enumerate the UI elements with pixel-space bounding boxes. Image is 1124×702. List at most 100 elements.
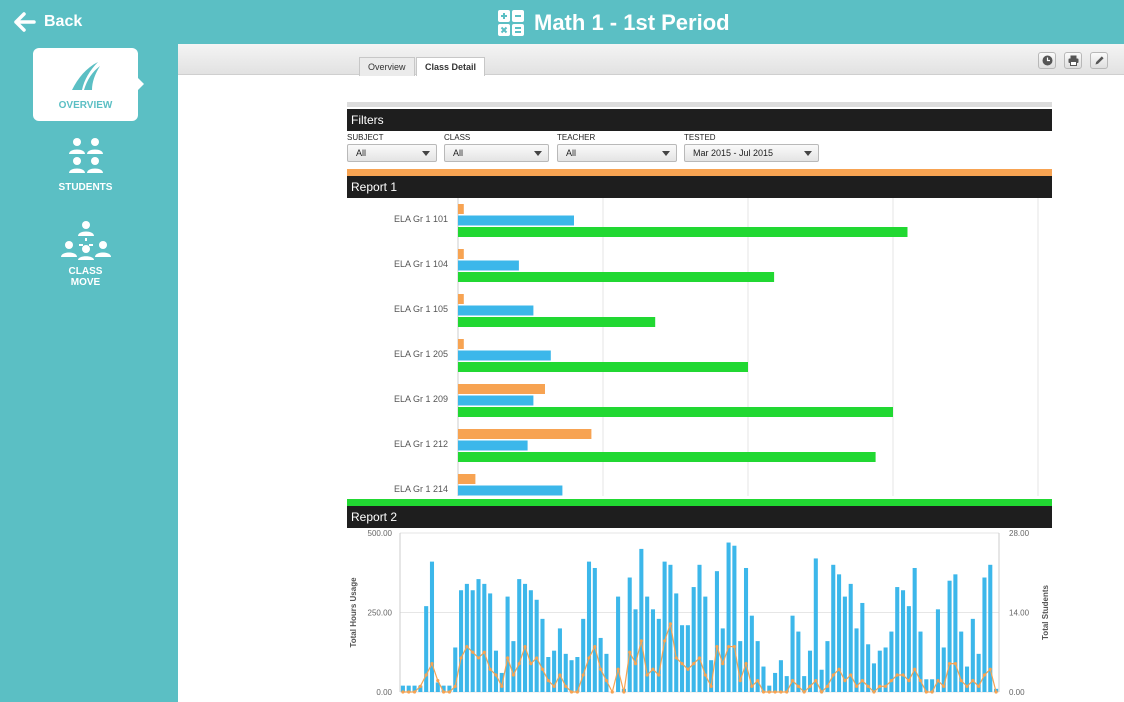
y2-tick-label: 0.00 [1009, 688, 1025, 697]
class-select[interactable]: All [444, 144, 549, 162]
bar [802, 676, 807, 692]
bar [522, 583, 528, 692]
tab-overview[interactable]: Overview [359, 57, 415, 76]
line-point [802, 690, 806, 694]
chevron-down-icon [662, 151, 670, 156]
bar [691, 587, 696, 692]
category-label: ELA Gr 1 214 [394, 484, 448, 494]
line-point [982, 673, 987, 677]
bar [848, 583, 853, 692]
bar [819, 669, 824, 692]
bar [831, 564, 836, 692]
tab-class-detail[interactable]: Class Detail [416, 57, 486, 76]
line-point [907, 679, 911, 683]
bar [540, 618, 545, 692]
bar [889, 631, 894, 692]
line-point [517, 662, 521, 666]
bar [825, 641, 830, 692]
bar [639, 548, 644, 692]
line-point [994, 690, 998, 694]
bar [703, 596, 708, 692]
line-point [849, 673, 853, 677]
bar [528, 590, 533, 692]
line-point [686, 667, 690, 671]
teacher-value: All [566, 148, 577, 158]
bar [970, 618, 975, 692]
bar [755, 641, 760, 692]
bar [493, 650, 498, 692]
bar [988, 564, 993, 692]
back-button[interactable]: Back [14, 10, 82, 34]
line-point [837, 667, 841, 671]
bar [767, 685, 772, 692]
line-point [523, 644, 527, 649]
y-axis-label: Total Hours Usage [349, 577, 358, 648]
edit-button[interactable] [1090, 52, 1108, 69]
class-label: CLASS [444, 133, 471, 142]
bar [470, 590, 475, 692]
bar [400, 685, 405, 692]
bar [575, 657, 580, 692]
sidebar-item-overview[interactable]: OVERVIEW [33, 48, 144, 121]
bar [476, 579, 481, 692]
line-point [535, 656, 539, 660]
bar [662, 561, 667, 692]
line-point [959, 679, 963, 683]
tested-select[interactable]: Mar 2015 - Jul 2015 [684, 144, 819, 162]
print-button[interactable] [1064, 52, 1082, 69]
bar [458, 452, 876, 462]
line-point [814, 679, 818, 683]
bar [959, 631, 964, 692]
line-point [790, 679, 795, 683]
line-point [668, 622, 673, 626]
bar [796, 631, 801, 692]
report2-chart: 500.00 250.00 0.00 28.00 14.00 0.00 Total Hour… [349, 529, 1050, 697]
line-point [488, 667, 492, 671]
bar [633, 609, 638, 692]
bar [458, 362, 748, 372]
bar [726, 542, 731, 692]
line-point [854, 684, 859, 688]
chevron-down-icon [804, 151, 812, 156]
bar [807, 650, 813, 692]
bar [895, 587, 900, 692]
bar [901, 590, 906, 692]
y-tick-label: 500.00 [368, 529, 393, 538]
line-point [831, 673, 835, 677]
line-point [901, 673, 905, 677]
report2-heading: Report 2 [347, 506, 1052, 528]
edit-icon [1095, 56, 1104, 65]
clock-button[interactable] [1038, 52, 1056, 69]
bar [429, 561, 435, 692]
tested-value: Mar 2015 - Jul 2015 [693, 148, 774, 158]
line-point [988, 667, 992, 671]
teacher-select[interactable]: All [557, 144, 677, 162]
line-point [773, 690, 777, 694]
back-label: Back [44, 13, 83, 30]
subject-select[interactable]: All [347, 144, 437, 162]
report1-color-band [347, 169, 1052, 176]
bar [406, 685, 411, 692]
teacher-label: TEACHER [557, 133, 596, 142]
sidebar-item-students[interactable]: STUDENTS [33, 136, 138, 193]
bar [697, 564, 702, 692]
line-point [732, 644, 736, 649]
line-point [843, 679, 847, 683]
bar [458, 485, 563, 496]
bar [592, 567, 597, 692]
bar [458, 317, 656, 327]
bar [546, 657, 551, 692]
sidebar-item-class-move[interactable]: CLASS MOVE [33, 220, 138, 288]
y-tick-label: 0.00 [376, 688, 392, 697]
line-point [599, 667, 603, 671]
bar [412, 685, 417, 692]
class-value: All [453, 148, 464, 158]
line-point [872, 690, 876, 694]
category-label: ELA Gr 1 104 [394, 259, 448, 269]
line-point [505, 656, 510, 660]
subject-label: SUBJECT [347, 133, 384, 142]
bar [680, 625, 685, 692]
bar [458, 305, 534, 316]
bar [458, 249, 464, 259]
bar [720, 628, 725, 692]
